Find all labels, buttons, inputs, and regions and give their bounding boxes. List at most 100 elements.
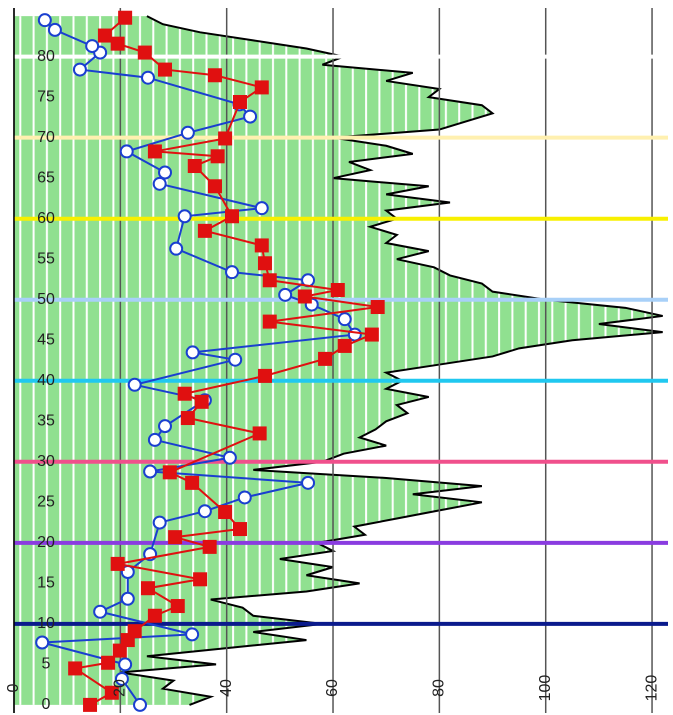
marker bbox=[140, 70, 155, 85]
marker bbox=[110, 556, 125, 571]
marker bbox=[197, 504, 212, 519]
marker bbox=[168, 530, 183, 545]
marker bbox=[330, 283, 345, 297]
marker bbox=[185, 475, 200, 490]
x-tick-label: 80 bbox=[431, 679, 448, 697]
y-tick-label: 20 bbox=[37, 534, 55, 551]
marker bbox=[158, 165, 173, 180]
marker bbox=[337, 312, 352, 327]
x-tick-label: 20 bbox=[112, 679, 129, 697]
marker bbox=[85, 39, 100, 54]
area-stripes bbox=[14, 16, 663, 705]
x-tick-label: 100 bbox=[537, 675, 554, 702]
marker bbox=[143, 464, 158, 479]
marker bbox=[193, 572, 208, 587]
marker bbox=[112, 643, 127, 658]
marker bbox=[37, 13, 52, 28]
y-tick-label: 60 bbox=[37, 210, 55, 227]
y-tick-label: 50 bbox=[37, 291, 55, 308]
marker bbox=[347, 327, 362, 342]
marker bbox=[207, 68, 222, 83]
marker bbox=[127, 377, 142, 392]
marker bbox=[232, 522, 247, 537]
marker bbox=[202, 539, 217, 554]
marker bbox=[147, 608, 162, 623]
marker bbox=[137, 45, 152, 60]
marker bbox=[118, 657, 133, 672]
y-tick-label: 35 bbox=[37, 412, 55, 429]
area-outline bbox=[120, 15, 663, 706]
y-tick-label: 30 bbox=[37, 453, 55, 470]
marker bbox=[301, 475, 316, 490]
marker bbox=[158, 62, 173, 77]
marker bbox=[278, 287, 293, 302]
y-tick-label: 65 bbox=[37, 169, 55, 186]
marker bbox=[120, 591, 135, 606]
marker bbox=[207, 179, 222, 194]
marker bbox=[180, 411, 195, 426]
marker bbox=[119, 144, 134, 159]
marker bbox=[104, 685, 119, 700]
marker bbox=[114, 671, 129, 686]
y-tick-label: 70 bbox=[37, 129, 55, 146]
marker bbox=[185, 345, 200, 360]
marker bbox=[140, 581, 155, 596]
marker bbox=[254, 201, 269, 216]
x-tick-label: 0 bbox=[5, 683, 22, 692]
marker bbox=[218, 505, 233, 520]
x-tick-label: 40 bbox=[218, 679, 235, 697]
marker bbox=[170, 599, 185, 614]
y-tick-label: 45 bbox=[37, 331, 55, 348]
y-tick-label: 10 bbox=[37, 615, 55, 632]
y-tick-label: 15 bbox=[37, 575, 55, 592]
marker bbox=[262, 273, 277, 288]
marker bbox=[232, 95, 247, 109]
marker bbox=[318, 351, 333, 366]
marker bbox=[262, 314, 277, 329]
marker bbox=[254, 80, 269, 95]
marker bbox=[152, 515, 167, 530]
marker bbox=[101, 655, 116, 670]
marker bbox=[257, 256, 272, 271]
marker bbox=[127, 624, 142, 639]
y-tick-label: 75 bbox=[37, 88, 55, 105]
marker bbox=[252, 426, 267, 441]
marker bbox=[225, 265, 239, 280]
marker bbox=[177, 386, 192, 401]
marker bbox=[118, 10, 133, 25]
marker bbox=[364, 327, 379, 342]
y-tick-label: 0 bbox=[42, 696, 51, 713]
marker bbox=[110, 36, 125, 51]
marker bbox=[222, 450, 237, 465]
marker bbox=[228, 352, 243, 367]
marker bbox=[158, 419, 173, 434]
marker bbox=[210, 149, 225, 164]
marker bbox=[72, 62, 87, 77]
marker bbox=[257, 368, 272, 383]
y-tick-label: 5 bbox=[42, 656, 51, 673]
marker bbox=[254, 238, 269, 253]
marker bbox=[169, 241, 184, 256]
marker bbox=[133, 697, 148, 712]
marker bbox=[197, 223, 212, 238]
y-tick-label: 40 bbox=[37, 372, 55, 389]
x-tick-label: 120 bbox=[643, 675, 660, 702]
marker bbox=[83, 697, 98, 712]
y-tick-label: 55 bbox=[37, 250, 55, 267]
marker bbox=[218, 131, 233, 146]
marker bbox=[47, 22, 62, 37]
marker bbox=[237, 490, 252, 505]
marker bbox=[152, 176, 167, 191]
marker bbox=[297, 289, 312, 304]
marker bbox=[370, 300, 385, 315]
marker bbox=[337, 338, 352, 353]
y-tick-label: 25 bbox=[37, 494, 55, 511]
marker bbox=[177, 209, 192, 224]
marker bbox=[35, 635, 50, 650]
marker bbox=[185, 627, 200, 642]
marker bbox=[187, 159, 202, 174]
marker bbox=[97, 28, 112, 43]
marker bbox=[68, 661, 83, 676]
marker bbox=[180, 125, 195, 140]
